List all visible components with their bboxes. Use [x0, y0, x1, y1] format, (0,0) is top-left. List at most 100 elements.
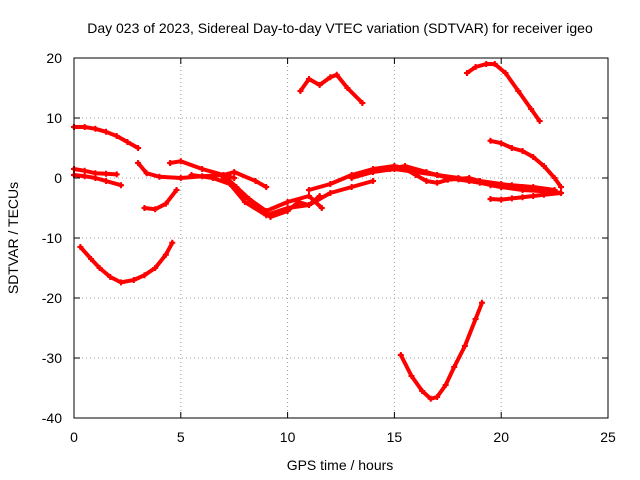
data-point	[318, 205, 325, 211]
data-point	[113, 133, 120, 139]
data-point	[519, 148, 526, 154]
data-point	[241, 199, 248, 205]
data-point	[540, 191, 547, 198]
y-tick-label: -40	[42, 410, 62, 426]
data-point	[558, 184, 565, 190]
data-point	[284, 208, 291, 214]
data-point	[117, 182, 124, 189]
data-point	[209, 175, 216, 181]
data-point	[478, 299, 485, 306]
data-point	[77, 244, 84, 250]
data-point	[464, 70, 471, 76]
data-point	[162, 200, 169, 207]
data-point	[466, 175, 473, 181]
x-tick-label: 10	[280, 429, 296, 445]
x-tick-label: 0	[70, 429, 78, 445]
x-tick-label: 20	[493, 429, 509, 445]
data-point	[169, 239, 176, 246]
data-point	[498, 140, 505, 147]
chart-title: Day 023 of 2023, Sidereal Day-to-day VTE…	[87, 20, 593, 36]
data-point	[370, 169, 377, 175]
data-point	[305, 76, 312, 82]
data-point	[487, 196, 494, 202]
data-point	[508, 195, 515, 202]
data-point	[348, 184, 355, 190]
x-tick-label: 5	[177, 429, 185, 445]
data-point	[540, 163, 547, 169]
data-point	[103, 170, 110, 177]
data-point	[408, 373, 415, 379]
data-point	[348, 175, 355, 181]
series-layer	[71, 61, 565, 402]
data-point	[252, 178, 259, 184]
data-point	[177, 158, 184, 165]
data-point	[515, 88, 522, 94]
data-point	[530, 193, 537, 199]
data-point	[162, 251, 169, 258]
data-point	[472, 316, 479, 322]
data-point	[143, 170, 150, 177]
y-tick-label: 20	[46, 50, 62, 66]
data-point	[81, 173, 88, 180]
data-point	[92, 125, 99, 132]
data-point	[177, 175, 184, 181]
x-axis-label: GPS time / hours	[287, 457, 394, 473]
data-point	[327, 181, 334, 187]
data-point	[327, 74, 334, 81]
data-point	[130, 277, 137, 283]
data-point	[220, 172, 227, 178]
data-point	[498, 196, 505, 203]
data-point	[231, 175, 238, 181]
x-tick-label: 25	[600, 429, 616, 445]
data-point	[263, 184, 270, 190]
data-point	[284, 199, 291, 205]
data-point	[444, 176, 451, 183]
data-point	[263, 208, 270, 214]
y-tick-labels: 20 10 0 -10 -20 -30 -40	[42, 50, 62, 426]
data-point	[434, 394, 441, 400]
series-arc-19	[398, 300, 484, 401]
data-point	[387, 166, 394, 172]
series-arc-4	[78, 240, 175, 285]
data-point	[173, 187, 180, 193]
data-point	[359, 100, 366, 106]
data-point	[423, 169, 430, 175]
data-point	[370, 178, 377, 184]
y-axis-label: SDTVAR / TECUs	[5, 182, 21, 294]
data-point	[451, 364, 458, 370]
series-arc-17	[488, 138, 563, 189]
data-point	[246, 196, 253, 202]
data-point	[135, 160, 142, 166]
data-point	[141, 272, 148, 279]
y-tick-label: -30	[42, 350, 62, 366]
data-point	[528, 106, 535, 112]
y-tick-label: 0	[54, 170, 62, 186]
data-point	[81, 124, 88, 130]
data-point	[152, 265, 159, 271]
data-point	[519, 194, 526, 201]
data-point	[231, 169, 238, 175]
data-point	[461, 343, 468, 349]
data-point	[344, 85, 351, 91]
data-point	[434, 179, 441, 186]
data-point	[305, 193, 312, 199]
data-point	[423, 178, 430, 184]
data-point	[267, 214, 274, 220]
data-point	[113, 171, 120, 178]
data-point	[124, 139, 131, 145]
data-point	[305, 187, 312, 193]
data-point	[141, 205, 148, 211]
data-point	[107, 274, 114, 280]
data-point	[92, 175, 99, 181]
data-point	[487, 137, 494, 144]
data-point	[476, 178, 483, 184]
data-point	[96, 265, 103, 271]
data-point	[508, 145, 515, 151]
data-point	[188, 172, 195, 178]
data-point	[117, 279, 124, 286]
data-point	[530, 154, 537, 160]
data-point	[199, 166, 206, 172]
data-point	[233, 184, 240, 190]
y-tick-label: -10	[42, 230, 62, 246]
